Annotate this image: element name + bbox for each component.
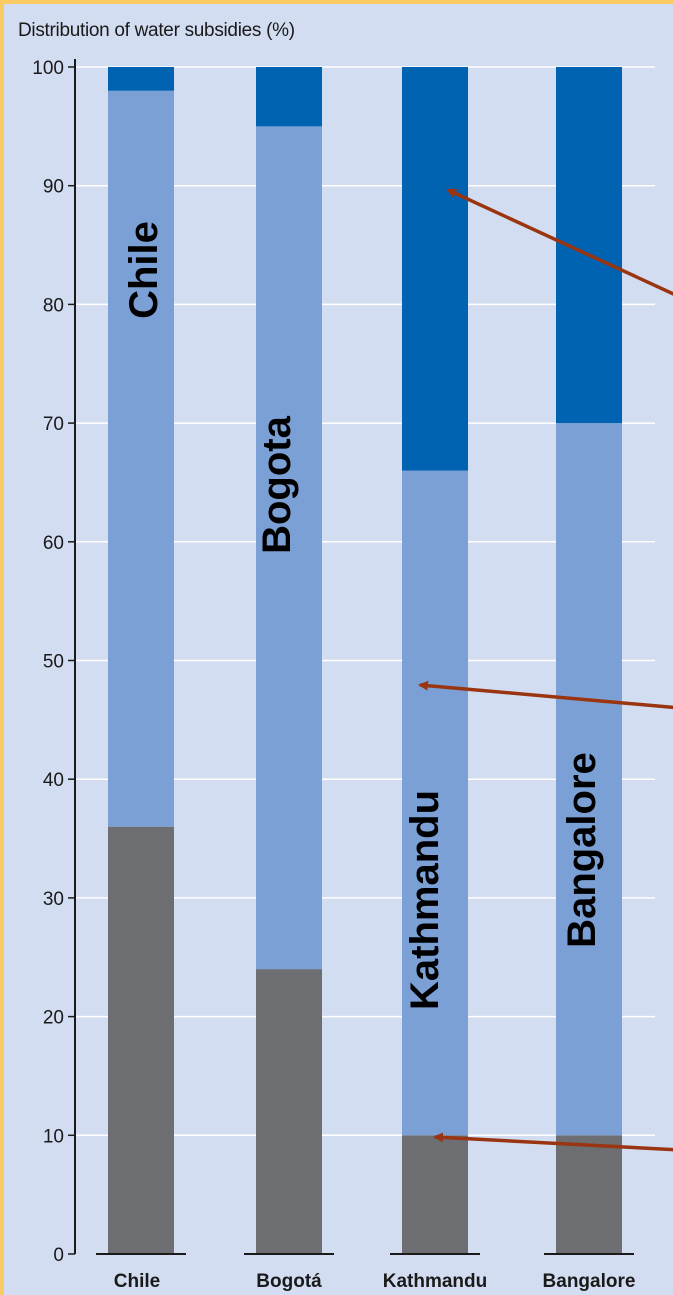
y-tick-label: 10 [43, 1126, 64, 1147]
bar-name-label: Bogota [255, 415, 299, 554]
annotation-arrows [418, 188, 673, 1152]
bar-segment [402, 470, 468, 1136]
bar-segment [256, 969, 322, 1254]
annotation-arrow [433, 1132, 673, 1152]
y-tick-label: 100 [32, 58, 64, 79]
y-tick-label: 40 [43, 770, 64, 791]
annotation-arrow [446, 188, 673, 296]
bar-segment [108, 826, 174, 1254]
y-tick-label: 60 [43, 533, 64, 554]
y-tick-label: 90 [43, 177, 64, 198]
x-tick-label: Chile [114, 1271, 160, 1292]
x-tick-label: Bogotá [256, 1271, 322, 1292]
x-tick-label: Bangalore [543, 1271, 636, 1292]
bar-segment [108, 90, 174, 827]
y-tick-label: 50 [43, 652, 64, 673]
bar-name-label: Chile [122, 221, 166, 319]
bar-segment [556, 1135, 622, 1254]
y-tick-label: 20 [43, 1008, 64, 1029]
bar-segment [256, 126, 322, 970]
axes: 0 10 20 30 40 50 60 70 80 90 100 Chile Bogotá Kathman… [32, 58, 635, 1292]
bar-labels: Chile Bogota Kathmandu Bangalore [122, 221, 604, 1010]
y-tick-label: 30 [43, 889, 64, 910]
bar-segment [556, 423, 622, 1136]
bar-name-label: Bangalore [560, 752, 604, 948]
x-tick-label: Kathmandu [383, 1271, 488, 1292]
y-tick-label: 0 [53, 1245, 64, 1266]
chart-title: Distribution of water subsidies (%) [18, 20, 295, 41]
bar-segment [256, 67, 322, 127]
bar-segment [402, 67, 468, 471]
y-tick-label: 70 [43, 414, 64, 435]
bar-segment [108, 67, 174, 91]
annotation-arrow [418, 680, 673, 710]
y-tick-label: 80 [43, 295, 64, 316]
bar-name-label: Kathmandu [403, 790, 447, 1010]
bar-segment [402, 1135, 468, 1254]
